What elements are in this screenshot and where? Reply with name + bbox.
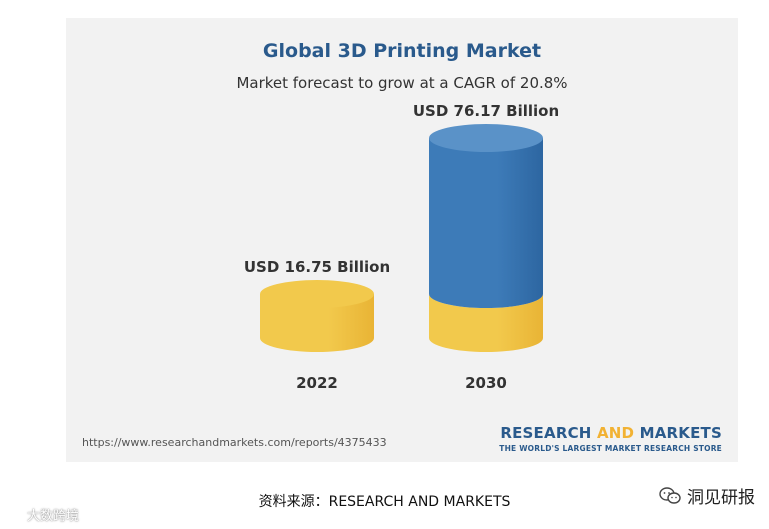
chart-title: Global 3D Printing Market: [262, 40, 542, 62]
data-label-2022: USD 16.75 Billion: [244, 258, 390, 276]
category-label-2030: 2030: [465, 374, 507, 392]
data-label-2030: USD 76.17 Billion: [413, 102, 559, 120]
infographic-card: Global 3D Printing Market Market forecas…: [66, 18, 738, 462]
watermark: 大数跨境: [6, 505, 79, 524]
logo-icon: [7, 508, 23, 519]
brand-logo: RESEARCH AND MARKETS THE WORLD'S LARGEST…: [499, 424, 722, 453]
bar-2030-growth-segment: [429, 138, 543, 309]
chart-subtitle: Market forecast to grow at a CAGR of 20.…: [236, 74, 568, 92]
bar-2030-top: [429, 124, 543, 152]
brand-name: RESEARCH AND MARKETS: [500, 424, 722, 442]
source-caption: 资料来源：RESEARCH AND MARKETS: [258, 494, 511, 510]
account-badge: 洞见研报: [659, 483, 755, 508]
account-name: 洞见研报: [687, 488, 755, 508]
bar-2022-body: [260, 294, 374, 352]
watermark-text: 大数跨境: [27, 509, 80, 524]
category-label-2022: 2022: [296, 374, 338, 392]
source-url: https://www.researchandmarkets.com/repor…: [82, 436, 387, 449]
chart-canvas: USD 16.75 Billion 2022 USD 76.17 Billion 20…: [244, 102, 559, 392]
wechat-icon: [659, 486, 681, 504]
bar-2022-top: [260, 280, 374, 309]
brand-tagline: THE WORLD'S LARGEST MARKET RESEARCH STOR…: [499, 444, 722, 453]
bar-2030-base-segment: [429, 294, 543, 352]
